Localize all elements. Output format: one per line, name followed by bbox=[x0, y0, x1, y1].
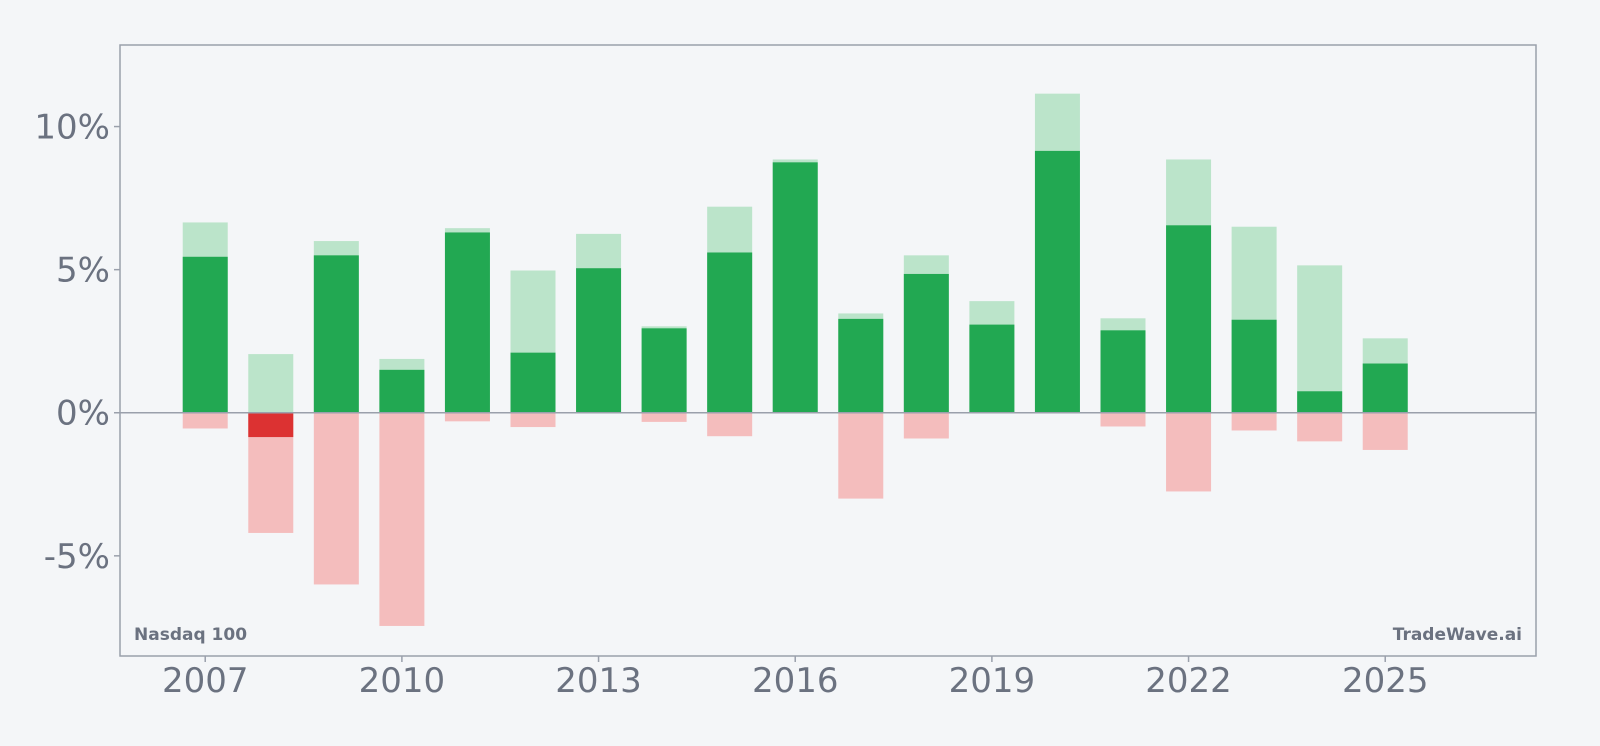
value-bar bbox=[182, 256, 228, 413]
range-bar-high bbox=[1297, 265, 1343, 413]
x-tick-label: 2010 bbox=[359, 661, 446, 701]
value-bar bbox=[903, 273, 949, 413]
value-bar bbox=[1362, 363, 1408, 413]
value-bar bbox=[379, 369, 425, 413]
range-bar-low bbox=[1166, 412, 1212, 492]
value-bar bbox=[1034, 150, 1080, 413]
watermark-label: TradeWave.ai bbox=[1393, 625, 1522, 645]
value-bar bbox=[313, 255, 359, 413]
y-tick-label: -5% bbox=[44, 537, 110, 577]
value-bar bbox=[838, 318, 884, 413]
value-bar bbox=[772, 162, 818, 413]
x-tick-label: 2007 bbox=[162, 661, 249, 701]
range-bar-low bbox=[1362, 412, 1408, 450]
value-bar bbox=[510, 352, 556, 413]
value-bar bbox=[248, 412, 294, 438]
y-tick-label: 5% bbox=[56, 251, 110, 291]
value-bar bbox=[1100, 330, 1146, 413]
range-bar-low bbox=[903, 412, 949, 439]
range-bar-low bbox=[707, 412, 753, 437]
value-bar bbox=[969, 324, 1015, 413]
range-bar-low bbox=[313, 412, 359, 585]
x-tick-label: 2025 bbox=[1342, 661, 1429, 701]
range-bar-low bbox=[641, 412, 687, 422]
value-bar bbox=[1231, 319, 1277, 413]
plot-area bbox=[119, 44, 1537, 657]
value-bar bbox=[444, 232, 490, 413]
range-bar-low bbox=[838, 412, 884, 499]
range-bar-low bbox=[1297, 412, 1343, 442]
range-bar-high bbox=[248, 354, 294, 413]
range-bar-low bbox=[379, 412, 425, 626]
value-bar bbox=[641, 328, 687, 413]
range-bar-low bbox=[444, 412, 490, 422]
x-tick-label: 2022 bbox=[1145, 661, 1232, 701]
value-bar bbox=[1297, 391, 1343, 413]
range-bar-low bbox=[1231, 412, 1277, 431]
y-tick-label: 0% bbox=[56, 394, 110, 434]
value-bar bbox=[1166, 225, 1212, 413]
range-bar-low bbox=[510, 412, 556, 428]
y-axis: 10% 5% 0% -5% bbox=[34, 108, 120, 577]
value-bar bbox=[576, 268, 622, 413]
x-tick-label: 2016 bbox=[752, 661, 839, 701]
x-axis: 2007 2010 2013 2016 2019 2022 2025 bbox=[162, 656, 1429, 701]
value-bar bbox=[707, 252, 753, 413]
x-tick-label: 2013 bbox=[555, 661, 642, 701]
range-bar-low bbox=[182, 412, 228, 429]
range-bar-low bbox=[1100, 412, 1146, 427]
y-tick-label: 10% bbox=[34, 108, 110, 148]
value-bars bbox=[182, 150, 1408, 438]
x-tick-label: 2019 bbox=[949, 661, 1036, 701]
series-label: Nasdaq 100 bbox=[134, 625, 247, 645]
